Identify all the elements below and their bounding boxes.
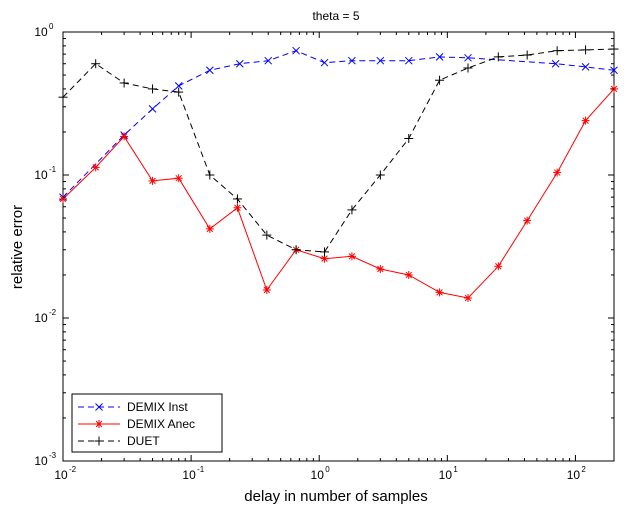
data-point-demix-inst [551, 59, 560, 68]
legend-box [71, 393, 223, 453]
data-point-duet [347, 205, 357, 215]
x-tick-label: 10 [567, 468, 581, 482]
data-point-demix-anec [494, 262, 503, 271]
legend-label-duet: DUET [127, 434, 160, 448]
data-point-demix-inst [464, 53, 472, 62]
data-point-demix-inst [235, 59, 244, 68]
x-tick-label: 10 [311, 468, 325, 482]
data-point-duet [463, 63, 473, 73]
data-point-demix-anec [91, 163, 100, 172]
plot-area [62, 31, 615, 462]
data-point-duet [522, 50, 532, 60]
data-point-duet [58, 92, 68, 102]
data-point-demix-inst [348, 56, 356, 65]
data-point-demix-inst [404, 56, 413, 65]
y-tick-label-exponent: -2 [49, 308, 57, 317]
y-tick-label-exponent: -1 [49, 165, 57, 174]
x-tick-label-exponent: 1 [453, 465, 458, 474]
data-point-duet [205, 170, 215, 180]
data-point-duet [262, 230, 272, 240]
legend-marker-demix-anec [95, 420, 103, 428]
y-tick-label: 10 [34, 168, 48, 182]
data-point-demix-inst [435, 53, 444, 61]
data-point-demix-anec [404, 270, 413, 279]
data-point-demix-inst [264, 56, 273, 65]
data-point-duet [232, 194, 242, 204]
legend: DEMIX Inst DEMIX Anec DUET [71, 393, 223, 453]
y-tick-label-exponent: -3 [49, 451, 57, 460]
data-point-demix-anec [205, 224, 214, 233]
chart-title: theta = 5 [312, 9, 359, 23]
x-tick-label-exponent: -1 [197, 465, 205, 474]
x-tick-label-exponent: 2 [581, 465, 586, 474]
data-point-demix-anec [174, 174, 183, 183]
data-point-duet [404, 133, 414, 143]
data-point-demix-inst [205, 66, 214, 75]
y-tick-label: 10 [34, 311, 48, 325]
data-point-demix-anec [59, 194, 67, 203]
series-line-duet [62, 48, 615, 253]
data-point-demix-inst [581, 63, 590, 71]
data-point-demix-anec [262, 285, 271, 294]
data-point-duet [148, 84, 158, 94]
x-tick-label-exponent: -2 [69, 465, 77, 474]
data-point-demix-anec [553, 168, 562, 177]
x-tick-label: 10 [182, 468, 196, 482]
x-tick-label-exponent: 0 [325, 465, 330, 474]
data-point-demix-anec [523, 216, 532, 225]
data-point-duet [493, 52, 503, 62]
x-tick-label: 10 [54, 468, 68, 482]
data-point-demix-anec [120, 132, 129, 141]
data-point-demix-inst [292, 46, 300, 55]
plot-frame [62, 31, 615, 462]
x-tick-label: 10 [439, 468, 453, 482]
data-point-demix-anec [148, 176, 157, 185]
data-point-duet [174, 87, 184, 97]
x-axis-label: delay in number of samples [244, 488, 427, 505]
data-point-duet [291, 245, 301, 255]
data-point-demix-anec [233, 203, 242, 212]
legend-marker-demix-inst [95, 403, 103, 411]
series-line-demix-anec [62, 88, 615, 299]
data-point-demix-anec [376, 265, 385, 274]
data-point-duet [119, 78, 129, 88]
data-point-demix-inst [174, 82, 183, 90]
legend-marker-duet [94, 436, 104, 446]
data-point-demix-anec [435, 288, 444, 297]
data-point-duet [581, 45, 591, 55]
data-point-demix-inst [610, 66, 618, 75]
axes-layer: 10 -2 10 -1 10 0 10 1 10 210 -310 -210 -110 0 [34, 22, 615, 482]
y-axis-label: relative error [9, 205, 26, 289]
data-point-demix-inst [320, 58, 329, 67]
data-point-demix-anec [463, 293, 472, 302]
y-tick-label: 10 [34, 25, 48, 39]
y-tick-label: 10 [34, 454, 48, 468]
data-point-demix-inst [376, 56, 385, 65]
data-point-duet [91, 59, 101, 69]
y-tick-label-exponent: 0 [49, 22, 54, 31]
data-point-demix-anec [581, 116, 590, 125]
data-point-demix-inst [148, 105, 157, 113]
legend-label-demix-inst: DEMIX Inst [127, 400, 188, 414]
data-point-duet [375, 170, 385, 180]
data-point-duet [320, 247, 330, 257]
data-point-demix-anec [347, 252, 356, 261]
data-point-duet [435, 75, 445, 85]
legend-label-demix-anec: DEMIX Anec [127, 417, 195, 431]
data-point-duet [552, 46, 562, 56]
series-duet [58, 44, 619, 257]
